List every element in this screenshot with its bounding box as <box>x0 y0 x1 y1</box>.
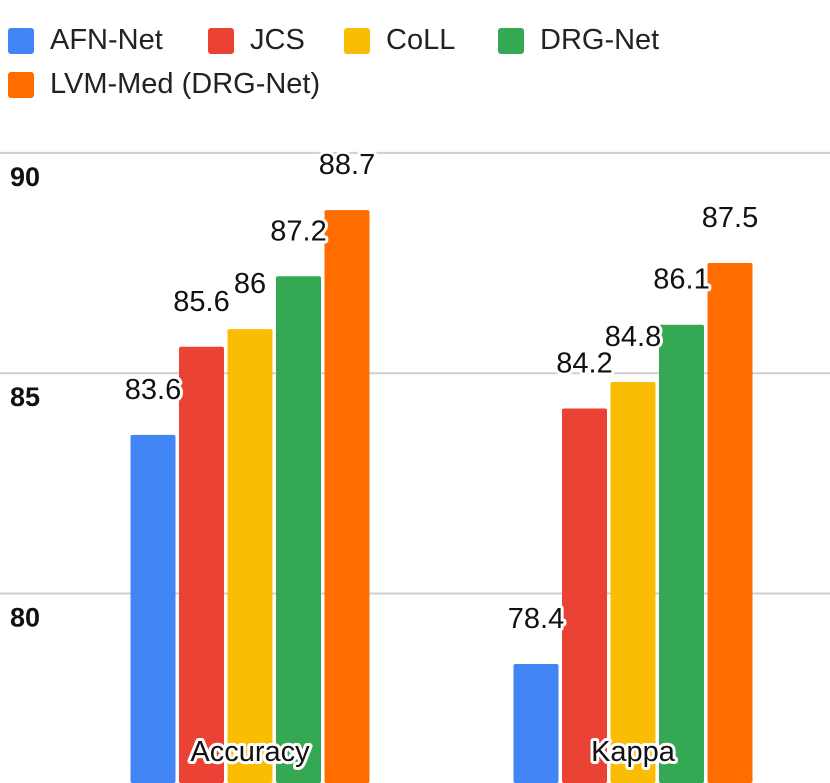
data-label-accuracy-lvm-med-drg-net: 88.7 <box>319 149 375 181</box>
legend-label-coll: CoLL <box>386 24 456 56</box>
legend-swatch-jcs <box>208 27 234 54</box>
data-label-kappa-drg-net: 86.1 <box>653 264 709 296</box>
legend-item-jcs[interactable]: JCS <box>208 24 305 57</box>
legend-item-coll[interactable]: CoLL <box>344 24 455 57</box>
bar-accuracy-coll[interactable] <box>227 329 273 783</box>
category-label-kappa: Kappa <box>591 736 676 768</box>
bar-accuracy-drg-net[interactable] <box>276 276 321 783</box>
bar-accuracy-lvm-med-drg-net[interactable] <box>324 210 370 783</box>
legend-item-afn-net[interactable]: AFN-Net <box>8 24 163 57</box>
data-label-accuracy-drg-net: 87.2 <box>270 215 326 247</box>
legend-swatch-afn-net <box>8 27 34 54</box>
bar-kappa-lvm-med-drg-net[interactable] <box>707 263 753 783</box>
category-labels: Accuracy Kappa <box>187 733 678 771</box>
legend-swatch-lvm-med <box>8 71 34 98</box>
legend-item-lvm-med[interactable]: LVM-Med (DRG-Net) <box>8 68 320 101</box>
legend-label-afn-net: AFN-Net <box>50 24 163 56</box>
data-label-accuracy-afn-net: 83.6 <box>125 374 181 406</box>
category-label-accuracy: Accuracy <box>190 736 310 768</box>
legend-swatch-coll <box>344 27 370 54</box>
legend-label-drg-net: DRG-Net <box>540 24 660 56</box>
bar-kappa-afn-net[interactable] <box>513 664 559 783</box>
bar-accuracy-afn-net[interactable] <box>130 434 176 783</box>
legend-label-lvm-med: LVM-Med (DRG-Net) <box>50 68 321 100</box>
data-label-kappa-coll: 84.8 <box>605 321 661 353</box>
bar-kappa-drg-net[interactable] <box>659 324 704 783</box>
legend-item-drg-net[interactable]: DRG-Net <box>498 24 659 57</box>
data-label-kappa-jcs: 84.2 <box>556 347 612 379</box>
bars <box>130 210 753 783</box>
legend-swatch-drg-net <box>498 27 524 54</box>
legend-label-jcs: JCS <box>250 24 305 56</box>
data-label-accuracy-jcs: 85.6 <box>173 286 229 318</box>
bar-kappa-jcs[interactable] <box>562 408 607 783</box>
y-tick-label-90: 90 <box>10 162 40 192</box>
bar-kappa-coll[interactable] <box>610 382 656 783</box>
legend: AFN-Net JCS CoLL DRG-Net LVM-Med (DRG-Ne… <box>0 0 830 110</box>
data-label-kappa-afn-net: 78.4 <box>508 603 564 635</box>
y-tick-label-85: 85 <box>10 382 40 412</box>
y-axis-ticks: 80 85 90 <box>10 162 40 633</box>
data-label-kappa-lvm-med-drg-net: 87.5 <box>702 202 758 234</box>
bar-accuracy-jcs[interactable] <box>179 346 224 783</box>
y-tick-label-80: 80 <box>10 603 40 633</box>
data-label-accuracy-coll: 86 <box>234 268 266 300</box>
